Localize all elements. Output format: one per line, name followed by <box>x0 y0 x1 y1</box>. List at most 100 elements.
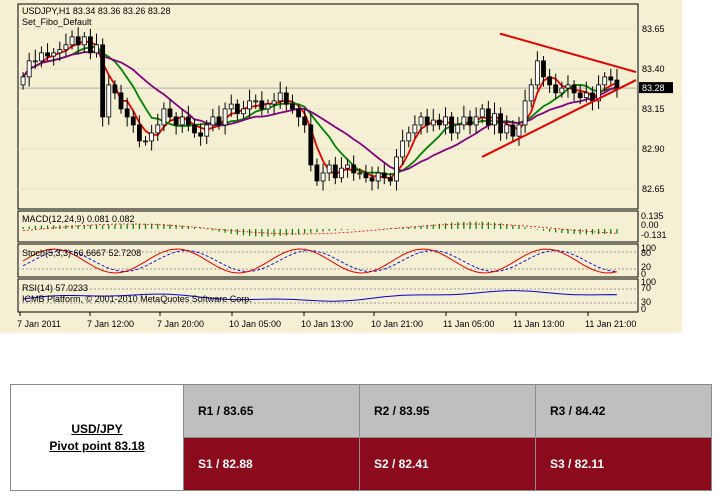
candle-body <box>516 124 522 137</box>
x-tick-label: 10 Jan 05:00 <box>229 319 281 329</box>
candle-body <box>161 108 167 126</box>
chart-watermark: ICMB Platform, © 2001-2010 MetaQuotes So… <box>22 294 252 304</box>
candle-body <box>571 84 577 94</box>
pair-cell: USD/JPY Pivot point 83.18 <box>10 384 184 491</box>
candle-body <box>381 172 387 179</box>
candle-body <box>112 84 118 94</box>
macd-panel-frame <box>17 210 639 243</box>
candle-body <box>577 92 583 99</box>
candle-body <box>498 113 504 134</box>
price-panel-frame <box>17 3 639 210</box>
rsi-tick-2: 30 <box>641 297 651 307</box>
candle-body <box>406 132 412 142</box>
stoch-panel-frame <box>17 243 639 278</box>
candle-body <box>210 116 216 126</box>
candle-body <box>510 124 516 137</box>
candle-body <box>412 124 418 134</box>
pivot-table: USD/JPY Pivot point 83.18 R1 / 83.65 R2 … <box>10 384 712 491</box>
ma-slow-line <box>22 50 618 172</box>
pair-label: USD/JPY <box>71 422 123 436</box>
macd-tick-1: 0.00 <box>641 220 659 230</box>
stoch-signal-line <box>22 250 617 272</box>
rsi-tick-0: 100 <box>641 277 656 287</box>
candle-body <box>222 108 228 126</box>
chart-canvas: USDJPY,H1 83.34 83.36 83.26 83.28 Set_Fi… <box>17 3 673 329</box>
candle-body <box>320 172 326 182</box>
s2-cell: S2 / 82.41 <box>359 437 536 491</box>
ma-fast-line <box>22 39 618 180</box>
x-tick-label: 7 Jan 2011 <box>17 319 61 329</box>
r2-cell: R2 / 83.95 <box>359 384 536 438</box>
candle-body <box>283 92 289 105</box>
candle-body <box>461 116 467 126</box>
rsi-tick-3: 0 <box>641 304 646 314</box>
candle-body <box>173 116 179 126</box>
stoch-tick-0: 100 <box>641 243 656 253</box>
candle-body <box>547 76 552 86</box>
x-tick-label: 11 Jan 05:00 <box>443 319 494 329</box>
candle-body <box>436 119 442 126</box>
x-tick-label: 7 Jan 20:00 <box>157 319 204 329</box>
candle-body <box>418 116 424 126</box>
x-tick-label: 7 Jan 12:00 <box>87 319 134 329</box>
price-title: USDJPY,H1 83.34 83.36 83.26 83.28 <box>22 6 170 16</box>
macd-tick-2: -0.131 <box>641 230 667 240</box>
rsi-tick-1: 70 <box>641 283 651 293</box>
candle-body <box>534 60 540 86</box>
stoch-title: Stoch(5,3,3) 66.6667 52.7208 <box>22 248 141 258</box>
candle-body <box>473 116 479 126</box>
candle-body <box>241 108 246 115</box>
candle-body <box>247 100 252 110</box>
candle-body <box>216 116 222 126</box>
current-price-marker <box>639 82 673 94</box>
candle-body <box>400 140 406 158</box>
candle-body <box>596 84 601 102</box>
candle-body <box>136 124 142 142</box>
candle-body <box>443 116 448 126</box>
candle-body <box>277 92 283 102</box>
candle-body <box>608 76 614 81</box>
candle-body <box>100 44 106 118</box>
candle-body <box>32 60 38 63</box>
candle-body <box>253 100 259 103</box>
candle-body <box>541 60 546 78</box>
macd-signal-line <box>23 223 617 235</box>
candle-body <box>271 100 277 105</box>
x-tick-label: 11 Jan 13:00 <box>513 319 564 329</box>
candle-body <box>290 103 295 110</box>
y-tick-label: 83.40 <box>642 64 665 74</box>
candle-body <box>430 119 436 126</box>
rsi-title: RSI(14) 57.0233 <box>22 283 88 293</box>
candle-body <box>81 36 87 46</box>
x-tick-label: 10 Jan 13:00 <box>301 319 353 329</box>
s1-cell: S1 / 82.88 <box>183 437 360 491</box>
y-tick-label: 82.90 <box>642 144 665 154</box>
candle-body <box>204 124 210 137</box>
candle-body <box>351 164 357 174</box>
candle-body <box>314 164 320 182</box>
y-tick-label: 83.15 <box>642 104 665 114</box>
rsi-line <box>23 290 617 302</box>
candle-body <box>185 116 191 126</box>
upper-trendline <box>499 32 637 74</box>
candle-body <box>265 103 271 110</box>
candle-body <box>339 167 344 179</box>
candle-body <box>424 116 430 126</box>
stoch-tick-2: 20 <box>641 262 651 272</box>
s3-cell: S3 / 82.11 <box>535 437 712 491</box>
stoch-main-line <box>22 248 617 274</box>
y-tick-label: 82.65 <box>642 184 665 194</box>
candle-body <box>302 116 308 126</box>
candle-body <box>485 108 491 126</box>
candle-body <box>259 100 265 110</box>
candle-body <box>332 164 338 179</box>
candle-body <box>155 124 161 134</box>
candle-body <box>522 100 528 126</box>
candle-body <box>63 44 69 51</box>
candle-body <box>565 84 571 89</box>
y-tick-label: 83.65 <box>642 24 665 34</box>
candle-body <box>467 116 473 126</box>
candle-body <box>228 103 234 110</box>
candle-body <box>45 52 50 57</box>
candle-body <box>69 36 75 46</box>
